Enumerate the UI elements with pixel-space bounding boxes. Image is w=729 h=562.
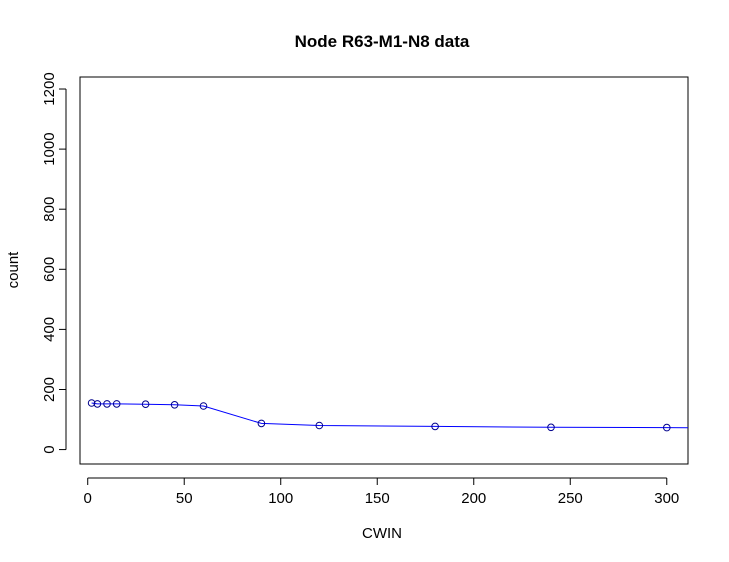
- y-tick-label: 800: [41, 197, 58, 222]
- x-tick-label: 250: [558, 490, 583, 507]
- y-tick-label: 1000: [41, 132, 58, 165]
- x-tick-label: 50: [176, 490, 193, 507]
- x-tick-label: 200: [461, 490, 486, 507]
- data-point: [257, 419, 266, 428]
- data-point: [170, 401, 179, 409]
- series-line: [91, 402, 689, 429]
- y-tick-label: 0: [41, 445, 58, 453]
- x-axis-label: CWIN: [362, 525, 402, 542]
- data-point: [103, 400, 111, 408]
- data-point: [547, 423, 555, 432]
- data-point: [199, 402, 208, 410]
- data-point: [431, 422, 439, 431]
- y-tick-label: 600: [41, 257, 58, 282]
- series-layer: [87, 399, 689, 432]
- x-tick-label: 0: [84, 490, 92, 507]
- data-point: [663, 423, 671, 432]
- x-tick-label: 150: [365, 490, 390, 507]
- x-axis: 0 50 100 150 200 250 300: [84, 477, 679, 507]
- x-tick-label: 300: [654, 490, 679, 507]
- data-point: [112, 400, 121, 408]
- data-point: [315, 421, 324, 430]
- x-tick-label: 100: [268, 490, 293, 507]
- y-tick-label: 1200: [41, 72, 58, 105]
- y-tick-label: 200: [41, 377, 58, 402]
- data-point: [87, 399, 96, 407]
- data-point: [93, 400, 102, 408]
- chart-title: Node R63-M1-N8 data: [295, 32, 470, 51]
- y-axis: 0 200 400 600 800 1000 1200: [41, 72, 67, 454]
- y-axis-label: count: [5, 251, 22, 289]
- y-tick-label: 400: [41, 317, 58, 342]
- data-point: [141, 400, 150, 409]
- plot-frame: [79, 76, 689, 465]
